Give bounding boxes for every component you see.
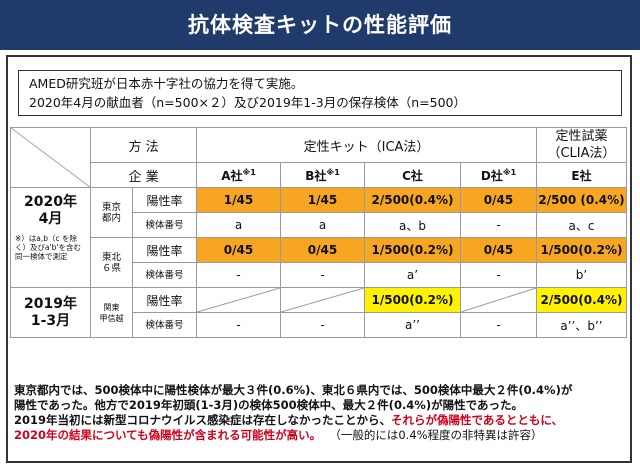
tohoku-positive-b: 0/45 (280, 237, 366, 263)
conclusion-line-3: 2019年当初には新型コロナウイルス感染症は存在しなかったことから、それらが偽陽… (14, 413, 564, 427)
tokyo-sample-e: a、c (536, 212, 628, 238)
row-label-sample: 検体番号 (131, 312, 198, 338)
kanto-sample-d: - (460, 312, 538, 338)
conclusion-line-4: 2020年の結果についても偽陽性が含まれる可能性が高い。 （一般的には0.4%程度… (14, 428, 543, 442)
results-table: 方 法 定性キット（ICA法） 定性試薬 （CLIA法） 企 業 A社※1 B社… (10, 127, 628, 338)
conclusion-text: 東京都内では、500検体中に陽性検体が最大３件(0.6%)、東北６県内では、50… (14, 383, 626, 443)
region-tokyo: 東京 都内 (90, 187, 133, 238)
tohoku-positive-c: 1/500(0.2%) (364, 237, 462, 263)
region-kanto: 関東 甲信越 (90, 287, 133, 338)
kanto-positive-a-empty (196, 287, 282, 313)
kanto-positive-b-empty (280, 287, 366, 313)
conclusion-line-2: 陽性であった。他方で2019年初頭(1-3月)の検体500検体中、最大２件(0.… (14, 398, 523, 412)
info-line-2: 2020年4月の献血者（n=500×２）及び2019年1-3月の保存検体（n=5… (29, 95, 466, 110)
tokyo-sample-d: - (460, 212, 538, 238)
tohoku-positive-e: 1/500(0.2%) (536, 237, 628, 263)
tohoku-sample-e: b’ (536, 262, 628, 288)
tokyo-sample-a: a (196, 212, 282, 238)
tokyo-sample-c: a、b (364, 212, 462, 238)
kanto-sample-b: - (280, 312, 366, 338)
tokyo-positive-d: 0/45 (460, 187, 538, 213)
tokyo-positive-e: 2/500 (0.4%) (536, 187, 628, 213)
company-e: E社 (536, 162, 628, 188)
content-frame (6, 55, 632, 463)
conclusion-line-1: 東京都内では、500検体中に陽性検体が最大３件(0.6%)、東北６県内では、50… (14, 383, 573, 397)
title-bar: 抗体検査キットの性能評価 (0, 0, 640, 50)
company-b: B社※1 (280, 162, 366, 188)
tohoku-sample-d: - (460, 262, 538, 288)
method-clia-text: 定性試薬 （CLIA法） (547, 129, 616, 161)
info-line-1: AMED研究班が日本赤十字社の協力を得て実施。 (29, 76, 304, 91)
tokyo-sample-b: a (280, 212, 366, 238)
tohoku-sample-b: - (280, 262, 366, 288)
kanto-positive-e: 2/500(0.4%) (536, 287, 628, 313)
kanto-sample-a: - (196, 312, 282, 338)
study-info-box: AMED研究班が日本赤十字社の協力を得て実施。 2020年4月の献血者（n=50… (18, 70, 622, 116)
corner-cell (10, 127, 91, 188)
kanto-sample-c: a’’ (364, 312, 462, 338)
group-2020-label: 2020年 4月 (24, 194, 77, 227)
kanto-positive-d-empty (460, 287, 538, 313)
company-c: C社 (364, 162, 462, 188)
method-label: 方 法 (89, 127, 198, 163)
tohoku-sample-a: - (196, 262, 282, 288)
group-2020-note: ※）はa,b（c を除く）及びa'b'を含む同一検体で測定 (15, 234, 81, 261)
tokyo-positive-a: 1/45 (196, 187, 282, 213)
method-clia: 定性試薬 （CLIA法） (536, 127, 628, 163)
group-2019: 2019年 1-3月 (10, 287, 91, 338)
tokyo-positive-b: 1/45 (280, 187, 366, 213)
kanto-sample-e: a’’、b’’ (536, 312, 628, 338)
region-tohoku: 東北 ６県 (90, 237, 133, 288)
page-title: 抗体検査キットの性能評価 (188, 13, 452, 37)
row-label-positive: 陽性率 (131, 237, 198, 263)
row-label-positive: 陽性率 (131, 187, 198, 213)
group-2019-label: 2019年 1-3月 (24, 295, 77, 329)
row-label-sample: 検体番号 (131, 212, 198, 238)
company-label: 企 業 (89, 162, 198, 188)
row-label-sample: 検体番号 (131, 262, 198, 288)
row-label-positive: 陽性率 (131, 287, 198, 313)
tohoku-sample-c: a’ (364, 262, 462, 288)
method-qualitative: 定性キット（ICA法） (196, 127, 538, 163)
company-a: A社※1 (196, 162, 282, 188)
group-2020: 2020年 4月 ※）はa,b（c を除く）及びa'b'を含む同一検体で測定 (10, 187, 91, 288)
company-d: D社※1 (460, 162, 538, 188)
tohoku-positive-a: 0/45 (196, 237, 282, 263)
tokyo-positive-c: 2/500(0.4%) (364, 187, 462, 213)
tohoku-positive-d: 0/45 (460, 237, 538, 263)
kanto-positive-c: 1/500(0.2%) (364, 287, 462, 313)
